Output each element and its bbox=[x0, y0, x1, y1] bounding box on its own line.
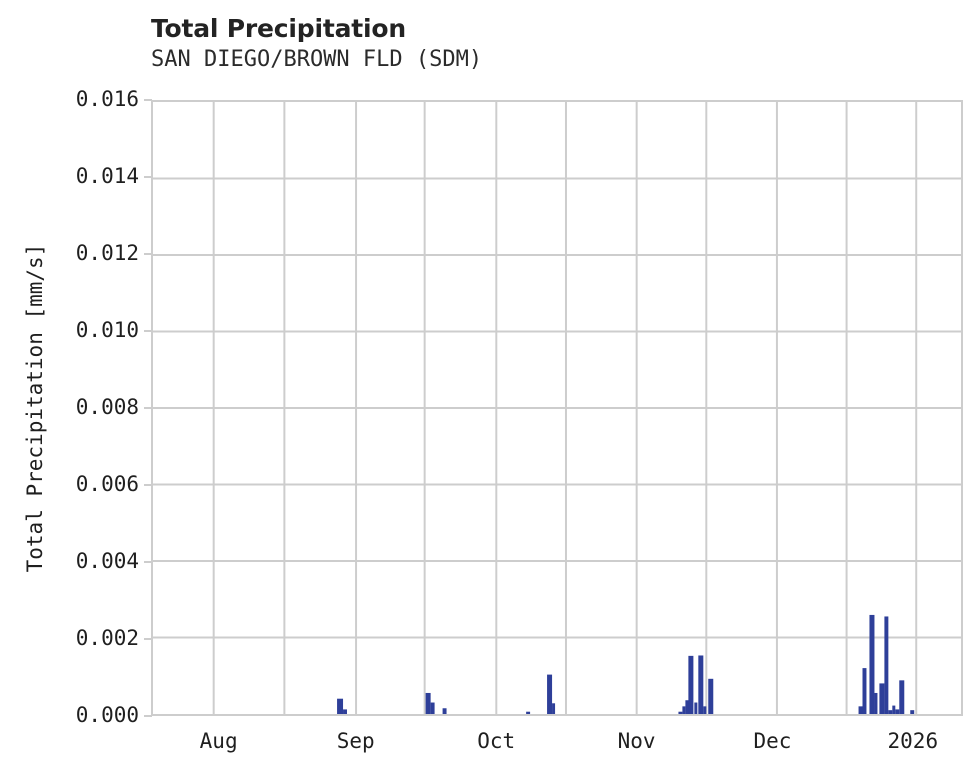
bar bbox=[879, 683, 885, 714]
bar bbox=[895, 709, 900, 714]
y-axis-tick-label: 0.000 bbox=[75, 703, 139, 727]
bar bbox=[708, 678, 714, 714]
bar bbox=[526, 711, 531, 714]
bar bbox=[874, 692, 878, 714]
plot-area bbox=[151, 100, 963, 716]
y-axis-tick-label: 0.014 bbox=[75, 164, 139, 188]
bar-series bbox=[337, 614, 915, 714]
bar bbox=[682, 706, 686, 714]
title-block: Total Precipitation SAN DIEGO/BROWN FLD … bbox=[151, 14, 911, 74]
bar bbox=[343, 709, 348, 714]
bar bbox=[698, 655, 704, 714]
y-axis-tick-mark bbox=[144, 176, 152, 178]
y-axis-tick-mark bbox=[144, 253, 152, 255]
y-axis-tick-mark bbox=[144, 407, 152, 409]
y-axis-tick-label: 0.012 bbox=[75, 241, 139, 265]
y-axis-tick-label: 0.002 bbox=[75, 626, 139, 650]
y-axis-tick-label: 0.010 bbox=[75, 318, 139, 342]
x-axis-tick-label: Nov bbox=[617, 729, 656, 753]
bar bbox=[694, 702, 698, 714]
y-axis-tick-mark bbox=[144, 638, 152, 640]
bar bbox=[688, 655, 694, 714]
chart-subtitle: SAN DIEGO/BROWN FLD (SDM) bbox=[151, 47, 483, 72]
y-axis-tick-labels: 0.000 0.002 0.004 0.006 0.008 0.010 0.012 0.014… bbox=[0, 0, 139, 780]
y-axis-tick-label: 0.006 bbox=[75, 472, 139, 496]
y-axis-tick-mark bbox=[144, 330, 152, 332]
bar bbox=[888, 710, 893, 714]
bar bbox=[858, 706, 863, 714]
grid-lines bbox=[153, 102, 961, 714]
bar bbox=[425, 692, 431, 714]
bar bbox=[884, 616, 889, 714]
x-axis-tick-label: Oct bbox=[477, 729, 516, 753]
y-axis-tick-label: 0.016 bbox=[75, 87, 139, 111]
bar bbox=[337, 698, 344, 714]
y-axis-tick-mark bbox=[144, 99, 152, 101]
bar bbox=[552, 703, 556, 714]
bar bbox=[869, 614, 875, 714]
bar bbox=[430, 702, 435, 714]
x-axis-tick-label: Sep bbox=[336, 729, 375, 753]
bar bbox=[910, 710, 915, 714]
bar bbox=[862, 668, 867, 714]
bar bbox=[892, 705, 896, 714]
page-title: Total Precipitation bbox=[151, 14, 406, 43]
y-axis-tick-mark bbox=[144, 484, 152, 486]
y-axis-tick-mark bbox=[144, 561, 152, 563]
bar bbox=[703, 706, 707, 714]
bar bbox=[899, 680, 905, 714]
bar bbox=[442, 708, 447, 714]
x-axis-tick-label: Dec bbox=[753, 729, 792, 753]
bar bbox=[678, 711, 683, 714]
x-axis-tick-label: Aug bbox=[199, 729, 238, 753]
y-axis-tick-mark bbox=[144, 715, 152, 717]
y-axis-tick-label: 0.008 bbox=[75, 395, 139, 419]
x-axis-tick-label: 2026 bbox=[887, 729, 939, 753]
bar bbox=[685, 700, 690, 714]
bar bbox=[547, 674, 553, 714]
y-axis-tick-label: 0.004 bbox=[75, 549, 139, 573]
